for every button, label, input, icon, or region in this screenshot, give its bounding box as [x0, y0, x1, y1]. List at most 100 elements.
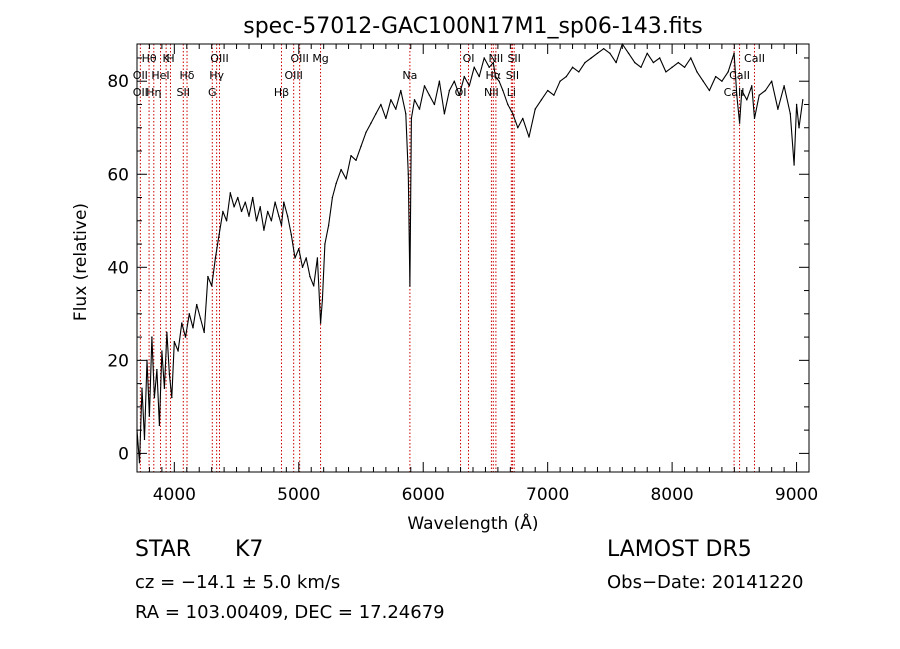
x-tick-label: 9000 — [775, 485, 818, 505]
y-tick-label: 20 — [107, 351, 129, 371]
spectral-line-label: Hα — [486, 69, 502, 82]
spectral-line-label: OII — [133, 86, 148, 99]
spectrum-point — [721, 80, 723, 82]
spectrum-point — [168, 373, 171, 376]
spectrum-point — [138, 461, 141, 464]
spectrum-point — [294, 257, 296, 259]
spectral-line-label: G — [208, 86, 217, 99]
spectrum-point — [278, 215, 280, 217]
spectrum-point — [463, 75, 465, 78]
spectrum-point — [309, 275, 311, 278]
spectrum-point — [385, 117, 387, 120]
spectrum-point — [640, 66, 642, 68]
spectrum-point — [702, 80, 704, 82]
spectrum-point — [380, 103, 382, 106]
spectrum-point — [184, 336, 187, 338]
spectrum-point — [578, 71, 580, 73]
spectrum-point — [305, 257, 307, 259]
spectrum-point — [502, 89, 504, 92]
spectrum-point — [738, 122, 741, 124]
spectrum-point — [646, 52, 648, 55]
spectrum-point — [522, 117, 524, 120]
spectrum-point — [156, 368, 158, 371]
spectrum-point — [153, 396, 156, 399]
spectrum-point — [478, 75, 480, 78]
spectrum-point — [375, 113, 377, 115]
spectrum-point — [163, 387, 166, 389]
spectrum-point — [690, 57, 692, 59]
spectrum-point — [448, 89, 451, 92]
spectrum-point — [468, 85, 470, 87]
spectral-line-label: SII — [177, 86, 190, 99]
spectrum-point — [298, 247, 300, 250]
spectrum-point — [677, 61, 680, 64]
spectrum-point — [192, 327, 194, 329]
spectral-line-label: K — [163, 52, 171, 65]
spectrum-point — [301, 266, 304, 269]
spectrum-point — [400, 89, 402, 92]
spectrum-point — [161, 350, 163, 352]
spectral-line-label: Na — [402, 69, 417, 82]
spectrum-point — [413, 99, 416, 101]
spectrum-point — [665, 71, 667, 73]
spectrum-point — [360, 145, 362, 148]
spectrum-point — [753, 117, 756, 120]
observation-date: Obs−Date: 20141220 — [607, 572, 804, 593]
spectrum-point — [410, 117, 413, 120]
spectrum-point — [166, 331, 168, 334]
spectral-line-label: H — [166, 52, 174, 65]
spectrum-point — [222, 210, 224, 213]
spectrum-point — [553, 94, 555, 96]
spectrum-point — [453, 80, 456, 82]
spectral-line-label: CaII — [729, 69, 750, 82]
y-axis: 0 20 40 60 80 — [107, 57, 809, 464]
spectrum-point — [340, 168, 342, 171]
spectrum-point — [171, 396, 173, 399]
spectrum-point — [177, 350, 179, 352]
spectral-line-label: SII — [507, 52, 520, 65]
spectrum-point — [181, 322, 183, 324]
spectrum-point — [764, 89, 767, 92]
spectrum-point — [331, 196, 334, 199]
spectrum-point — [770, 80, 773, 82]
spectrum-point — [418, 108, 421, 110]
spectral-line-label: OIII — [284, 69, 302, 82]
spectrum-point — [590, 57, 592, 59]
spectrum-point — [546, 89, 549, 92]
spectral-line-label: Hγ — [209, 69, 224, 82]
spectral-line-label: Hθ — [142, 52, 157, 65]
spectrum-point — [492, 61, 494, 64]
spectrum-point — [240, 210, 243, 213]
y-tick-label: 0 — [118, 444, 129, 464]
spectrum-point — [255, 220, 258, 222]
x-axis: 4000 5000 6000 7000 8000 9000 — [136, 44, 818, 505]
spectrum-point — [409, 285, 411, 287]
spectrum-point — [316, 257, 319, 259]
spectral-line-label: CaII — [724, 86, 745, 99]
spectral-line-label: Li — [507, 86, 516, 99]
spectrum-point — [390, 99, 392, 101]
spectral-line-label: SII — [506, 69, 519, 82]
spectrum-point — [324, 243, 326, 245]
spectrum-point — [210, 285, 213, 287]
spectrum-point — [270, 220, 273, 222]
spectrum-point — [407, 173, 409, 175]
spectrum-point — [350, 154, 352, 157]
spectrum-point — [151, 336, 153, 338]
spectrum-point — [229, 192, 232, 194]
spectrum-point — [143, 438, 146, 441]
spectrum-line — [136, 43, 804, 464]
y-tick-label: 60 — [107, 165, 129, 185]
spectrum-point — [571, 66, 574, 68]
spectrum-point — [483, 57, 485, 59]
x-tick-label: 5000 — [277, 485, 320, 505]
spectral-line-label: OIII — [210, 52, 228, 65]
chart-title: spec-57012-GAC100N17M1_sp06-143.fits — [243, 14, 703, 39]
spectral-line-label: CaII — [744, 52, 765, 65]
spectrum-point — [141, 387, 143, 389]
spectral-line-label: Hη — [146, 86, 161, 99]
spectrum-point — [615, 61, 617, 64]
line-markers — [139, 44, 755, 472]
spectral-line-label: HeI — [151, 69, 169, 82]
spectral-line-label: NII — [489, 52, 504, 65]
